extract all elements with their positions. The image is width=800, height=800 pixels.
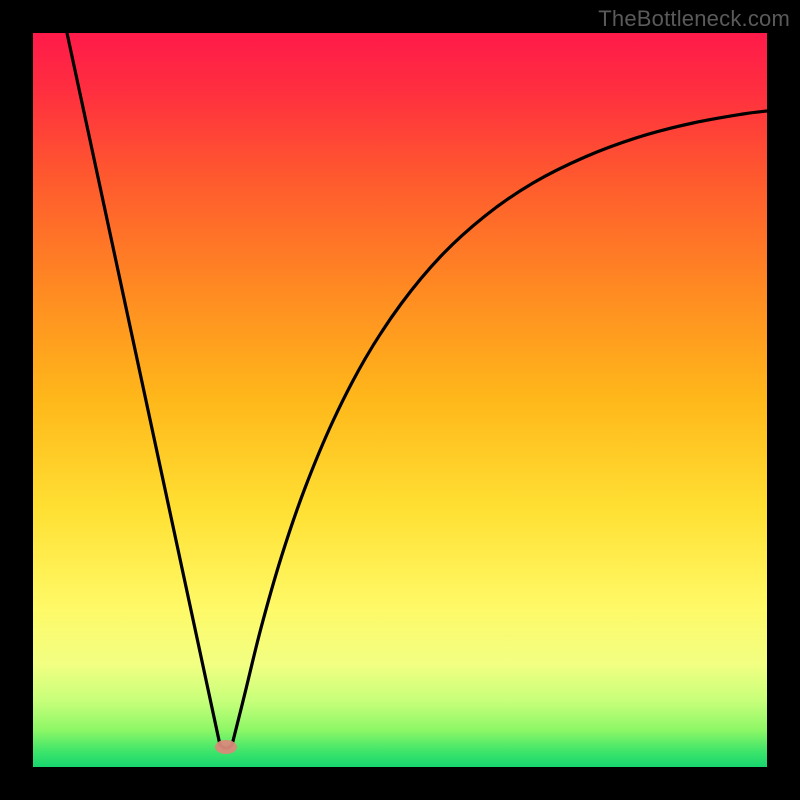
optimal-marker xyxy=(215,740,237,754)
gradient-background xyxy=(33,33,767,767)
bottleneck-curve-svg xyxy=(33,33,767,767)
watermark-label: TheBottleneck.com xyxy=(598,6,790,32)
chart-frame: TheBottleneck.com xyxy=(0,0,800,800)
plot-area xyxy=(33,33,767,767)
